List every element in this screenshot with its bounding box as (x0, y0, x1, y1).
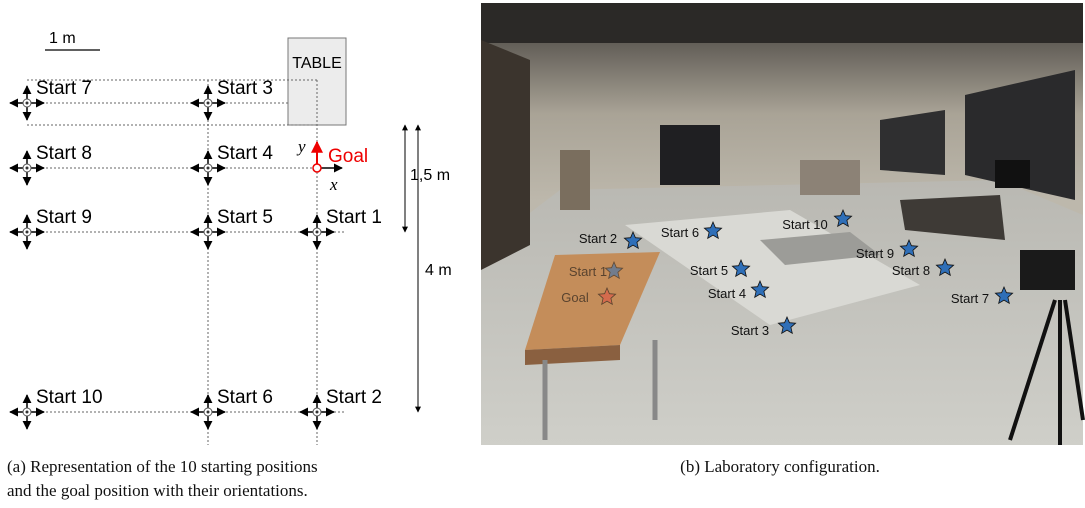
photo-start: Start 5 (690, 258, 751, 278)
start-label: Start 6 (217, 387, 273, 408)
start-label: Start 1 (326, 207, 382, 228)
start-center (25, 101, 29, 105)
star-marker (833, 208, 853, 228)
caption: (a) Representation of the 10 starting po… (7, 457, 318, 476)
start-center (25, 230, 29, 234)
star-marker (604, 260, 624, 280)
dimension-label: 1,5 m (410, 167, 450, 184)
star-marker (703, 220, 723, 240)
photo-start: Start 9 (856, 238, 919, 261)
photo-start: Start 6 (661, 220, 723, 240)
photo-start-label: Start 7 (951, 291, 989, 306)
photo-goal: Goal (561, 286, 617, 306)
start-center (206, 101, 210, 105)
photo-start-label: Start 1 (569, 264, 607, 279)
goal-label: Goal (328, 146, 368, 167)
photo-start: Start 2 (579, 230, 643, 250)
start-label: Start 4 (217, 143, 273, 164)
start-label: Start 9 (36, 207, 92, 228)
start-position: Start 5 (190, 207, 273, 250)
start-position: Start 4 (190, 143, 273, 186)
start-position: Start 1 (299, 207, 382, 250)
photo-start: Start 7 (951, 285, 1014, 306)
photo-start-label: Start 4 (708, 286, 746, 301)
start-label: Start 10 (36, 387, 103, 408)
start-position: Start 7 (9, 78, 92, 121)
start-center (25, 166, 29, 170)
photo-start: Start 8 (892, 257, 955, 278)
start-position: Start 6 (190, 387, 273, 430)
star-marker (731, 258, 751, 278)
star-marker (623, 230, 643, 250)
star-marker (597, 286, 617, 306)
scale-label: 1 m (49, 30, 76, 47)
y-axis-label: y⃗ (296, 137, 319, 156)
star-marker (935, 257, 955, 277)
photo-start: Start 3 (731, 315, 797, 338)
start-center (206, 230, 210, 234)
caption: (b) Laboratory configuration. (680, 457, 880, 476)
diagram: 1 m TABLE 1,5 m 4 m Goal y⃗ x⃗ (a) Repre… (7, 30, 452, 500)
photo-start-label: Start 2 (579, 231, 617, 246)
photo-goal-label: Goal (561, 290, 589, 305)
start-position: Start 3 (190, 78, 273, 121)
start-center (25, 410, 29, 414)
star-marker (777, 315, 797, 335)
star-marker (750, 279, 770, 299)
photo-start-label: Start 8 (892, 263, 930, 278)
photo-start-label: Start 9 (856, 246, 894, 261)
dimension-label: 4 m (425, 262, 452, 279)
start-center (315, 230, 319, 234)
start-position: Start 8 (9, 143, 92, 186)
photo-start-label: Start 5 (690, 263, 728, 278)
goal-marker (312, 163, 322, 173)
start-label: Start 7 (36, 78, 92, 99)
x-axis-label: x⃗ (329, 175, 351, 194)
photo: (b) Laboratory configuration. (481, 3, 1085, 476)
star-marker (899, 238, 919, 258)
photo-start-label: Start 6 (661, 225, 699, 240)
photo-start: Start 10 (782, 208, 853, 232)
photo-start: Start 4 (708, 279, 770, 301)
photo-start-label: Start 10 (782, 217, 828, 232)
start-position: Start 9 (9, 207, 92, 250)
photo-start-label: Start 3 (731, 323, 769, 338)
start-label: Start 3 (217, 78, 273, 99)
start-label: Start 2 (326, 387, 382, 408)
start-position: Start 10 (9, 387, 103, 430)
start-center (206, 410, 210, 414)
start-position: Start 2 (299, 387, 382, 430)
caption: and the goal position with their orienta… (7, 481, 308, 500)
start-center (315, 410, 319, 414)
photo-start: Start 1 (569, 260, 624, 280)
start-center (206, 166, 210, 170)
table-label: TABLE (292, 55, 342, 72)
start-label: Start 5 (217, 207, 273, 228)
start-label: Start 8 (36, 143, 92, 164)
star-marker (994, 285, 1014, 305)
